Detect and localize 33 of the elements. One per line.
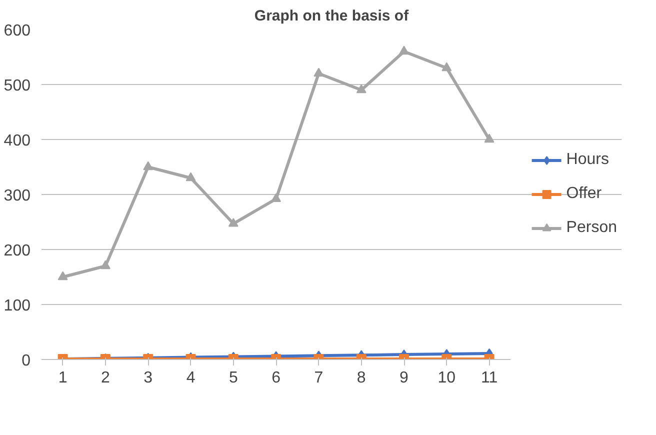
x-tick-label: 11 — [480, 370, 498, 386]
y-tick-label: 0 — [22, 352, 31, 370]
x-tick-label: 9 — [400, 370, 409, 386]
x-tick-label: 8 — [356, 370, 366, 386]
point — [58, 271, 68, 280]
point — [228, 218, 238, 227]
y-tick-label: 500 — [4, 78, 31, 94]
legend-label: Person — [566, 219, 617, 237]
point — [484, 134, 494, 143]
y-tick-label: 200 — [4, 242, 31, 260]
point — [399, 46, 409, 55]
x-tick-label: 2 — [101, 370, 110, 386]
y-tick-label: 100 — [4, 298, 31, 314]
x-tick-label: 4 — [186, 370, 196, 386]
x-tick-label: 7 — [314, 370, 324, 386]
point — [100, 260, 110, 270]
y-tick-label: 600 — [4, 22, 31, 40]
point — [314, 68, 324, 77]
point — [271, 193, 282, 202]
point — [356, 84, 366, 94]
legend-label: Offer — [566, 185, 602, 203]
x-tick-label: 5 — [228, 370, 238, 386]
x-tick-label: 6 — [272, 370, 281, 386]
legend-label: Hours — [566, 151, 609, 169]
point — [186, 172, 196, 182]
chart-title: Graph on the basis of — [254, 8, 410, 24]
x-tick-label: 1 — [58, 370, 68, 386]
x-tick-label: 10 — [438, 370, 456, 386]
y-tick-label: 400 — [4, 132, 31, 150]
x-tick-label: 3 — [144, 370, 153, 386]
point — [442, 62, 452, 72]
point — [143, 161, 154, 170]
y-tick-label: 300 — [4, 188, 31, 204]
